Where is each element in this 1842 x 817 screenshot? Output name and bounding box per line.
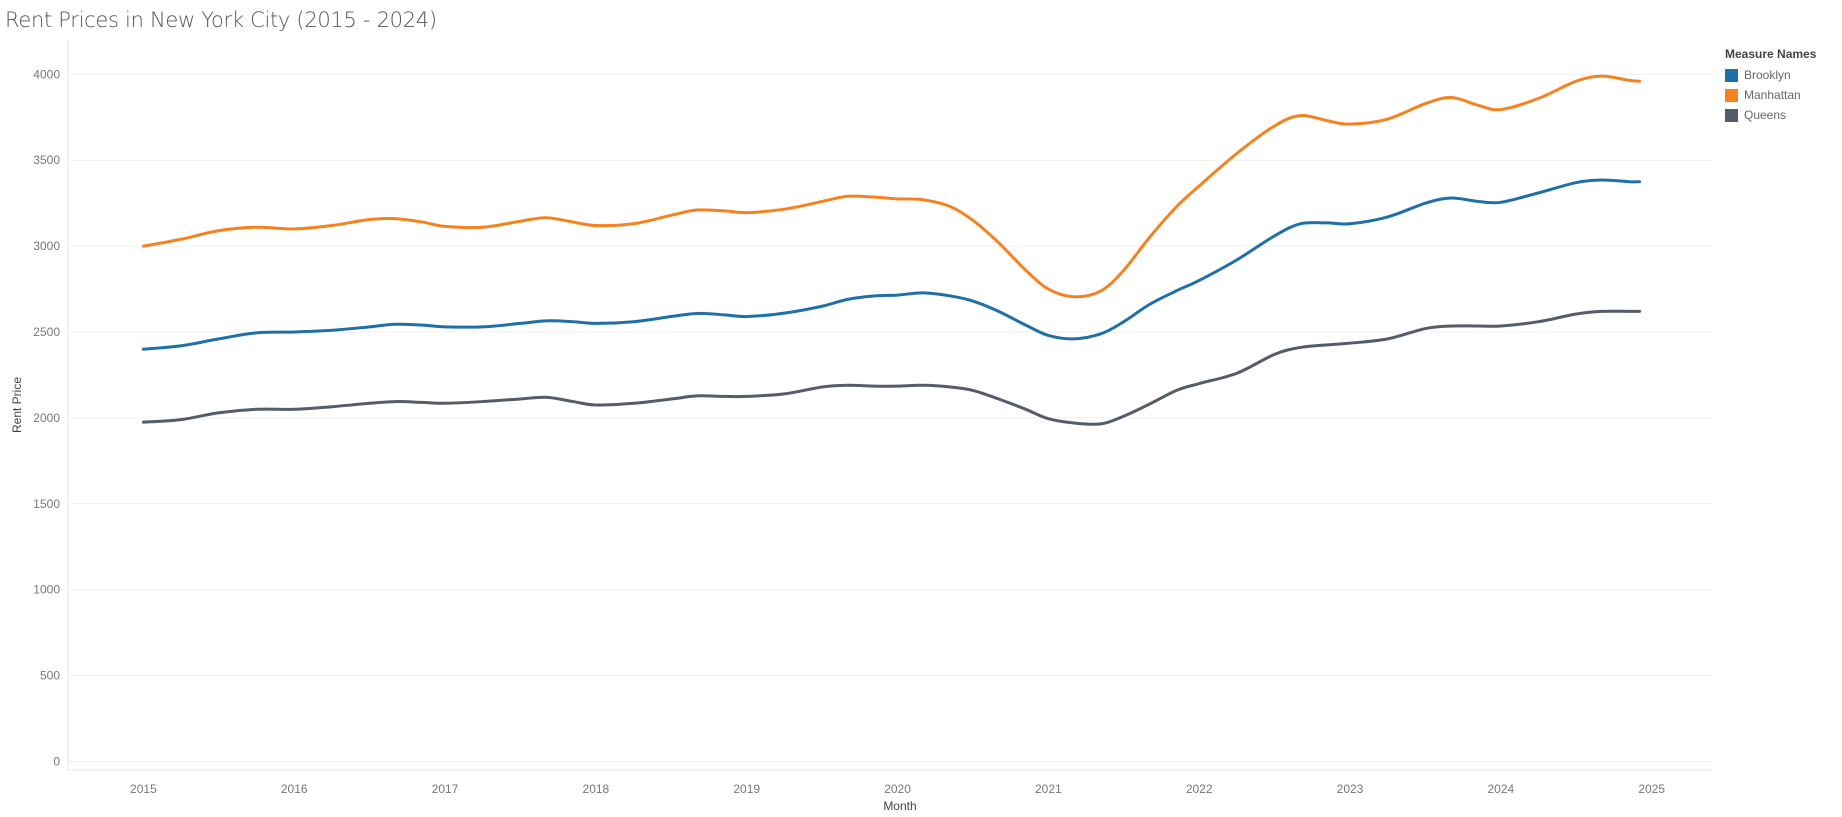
x-axis-title: Month (883, 799, 916, 813)
legend-label-queens: Queens (1744, 108, 1787, 122)
y-tick-label: 2000 (33, 411, 60, 425)
y-axis-title: Rent Price (10, 377, 24, 433)
legend-label-manhattan: Manhattan (1744, 88, 1801, 102)
x-tick-label: 2022 (1186, 782, 1213, 796)
legend-item-queens[interactable]: Queens (1725, 105, 1816, 125)
y-tick-label: 1000 (33, 583, 60, 597)
y-tick-label: 3000 (33, 239, 60, 253)
series-line-queens (141, 309, 1642, 426)
x-tick-label: 2023 (1337, 782, 1364, 796)
y-tick-label: 2500 (33, 325, 60, 339)
legend-title: Measure Names (1725, 47, 1817, 61)
y-tick-label: 1500 (33, 497, 60, 511)
legend: Measure Names Brooklyn Manhattan Queens (1725, 47, 1816, 125)
x-tick-label: 2021 (1035, 782, 1062, 796)
x-tick-label: 2018 (583, 782, 610, 796)
series-line-manhattan (141, 74, 1642, 299)
legend-item-brooklyn[interactable]: Brooklyn (1725, 65, 1816, 85)
chart-title: Rent Prices in New York City (2015 - 202… (5, 8, 437, 32)
legend-swatch-manhattan (1725, 88, 1738, 102)
x-tick-label: 2016 (281, 782, 308, 796)
x-tick-label: 2025 (1638, 782, 1665, 796)
series-line-brooklyn (141, 178, 1642, 351)
x-tick-label: 2024 (1487, 782, 1514, 796)
y-tick-label: 4000 (33, 67, 60, 81)
legend-swatch-queens (1725, 108, 1738, 122)
legend-item-manhattan[interactable]: Manhattan (1725, 85, 1816, 105)
legend-swatch-brooklyn (1725, 68, 1738, 82)
x-tick-label: 2019 (733, 782, 760, 796)
x-tick-label: 2020 (884, 782, 911, 796)
x-tick-label: 2015 (130, 782, 157, 796)
x-tick-label: 2017 (432, 782, 459, 796)
y-tick-label: 500 (40, 669, 60, 683)
y-tick-label: 0 (53, 754, 60, 768)
y-tick-label: 3500 (33, 153, 60, 167)
legend-label-brooklyn: Brooklyn (1744, 68, 1791, 82)
